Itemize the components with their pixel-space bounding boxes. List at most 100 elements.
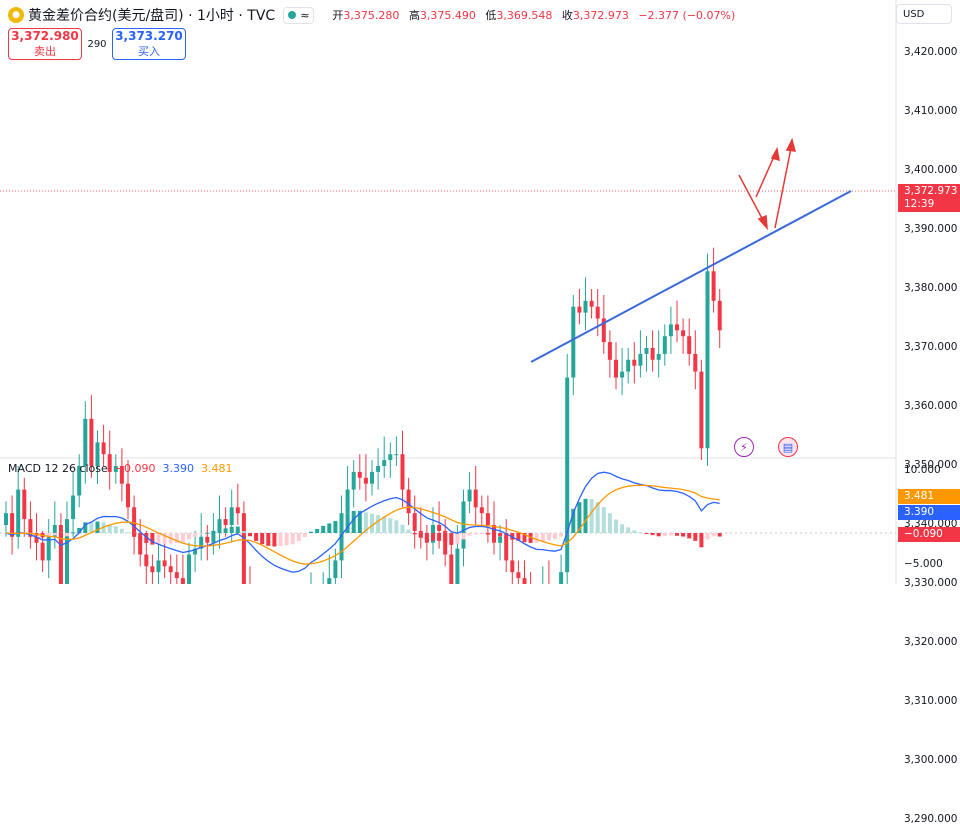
candle-body [229,507,234,525]
close-value: 3,372.973 [572,9,629,22]
high-value: 3,375.490 [419,9,476,22]
candle-body [437,525,442,531]
candle-body [620,371,625,378]
macd-hist-bar [388,518,393,533]
macd-tick-low: −5.000 [904,558,943,570]
macd-hist-bar [595,501,600,533]
candle-body [577,306,582,313]
macd-hist-tag: −0.090 [898,527,960,542]
macd-hist-bar [65,533,69,537]
price-tick: 3,400.000 [904,164,958,176]
arrow-up-head-2 [785,137,797,152]
macd-hist-bar [278,533,283,547]
arrow-up-path-1 [755,151,777,198]
macd-hist-bar [522,533,527,543]
price-tick: 3,410.000 [904,105,958,117]
macd-hist-bar [309,531,313,533]
candle-body [571,306,576,378]
candle-body [614,359,618,378]
candle-body [65,519,69,584]
candle-body [601,318,606,343]
macd-hist-bar [193,533,198,537]
macd-hist-bar [229,526,234,533]
currency-select[interactable]: USD [896,4,952,24]
macd-hist-bar [180,533,185,543]
macd-hist-bar [235,526,240,533]
macd-hist-bar [187,533,191,540]
open-value: 3,375.280 [343,9,400,22]
candle-body [449,554,454,584]
candle-body [205,536,210,543]
macd-hist-bar [620,524,625,533]
candle-body [400,454,405,490]
candle-body [675,324,679,331]
macd-legend[interactable]: MACD 12 26 close −0.090 3.390 3.481 [8,462,233,475]
macd-hist-bar [223,528,228,533]
candle-body [327,578,332,584]
macd-hist-bar [485,533,490,535]
trendline[interactable] [530,190,852,363]
candle-body [150,566,155,573]
macd-hist-bar [272,533,277,547]
macd-hist-bar [376,515,381,533]
candle-body [71,495,76,520]
arrow-up-path-2 [774,142,793,229]
candle-body [510,560,515,573]
candle-body [223,519,228,525]
macd-hist-bar [406,529,411,533]
macd-hist-bar [711,533,716,537]
macd-hist-bar [77,527,82,533]
candle-body [406,489,411,514]
price-tick: 3,350.000 [904,459,958,471]
market-status-icon[interactable]: ≈ [283,6,315,24]
macd-hist-bar [138,533,143,541]
candle-body [455,548,460,584]
macd-hist-bar [327,523,332,533]
macd-hist-bar [71,532,76,534]
candle-body [412,513,417,531]
macd-hist-bar [534,533,539,543]
lightning-event-icon[interactable]: ⚡ [734,437,754,457]
candlestick-series [4,247,722,584]
macd-hist-bar [58,533,63,540]
arrow-up-head-1 [770,146,780,162]
macd-hist-bar [351,510,356,533]
candle-body [4,513,8,525]
candle-body [132,507,137,537]
macd-hist-bar [528,533,533,543]
chart-canvas[interactable] [0,0,960,584]
candle-body [144,554,149,567]
macd-hist-bar [589,499,594,533]
candle-body [717,300,722,331]
macd-histogram [4,498,722,548]
candle-body [52,525,57,537]
buy-button[interactable]: 3,373.270 买入 [112,28,186,60]
candle-body [650,348,655,360]
us-flag-event-icon[interactable]: ▤ [778,437,798,457]
candle-body [662,336,667,354]
candle-body [370,471,374,484]
macd-hist-bar [174,533,179,543]
macd-hist-bar [302,533,307,538]
gold-coin-icon[interactable]: ● [8,7,24,23]
macd-hist-bar [370,513,374,533]
candle-body [241,513,246,584]
candle-body [693,353,698,372]
macd-hist-bar [687,533,692,539]
candle-body [199,536,204,549]
macd-hist-bar [400,524,405,533]
candle-body [174,572,179,579]
macd-hist-bar [479,533,484,535]
macd-hist-bar [241,531,246,533]
candle-body [34,536,39,543]
candle-body [156,560,161,573]
macd-hist-bar [449,533,454,545]
price-tick: 3,310.000 [904,695,958,707]
candle-body [193,548,198,555]
scenario-arrows[interactable] [738,137,797,231]
sell-button[interactable]: 3,372.980 卖出 [8,28,82,60]
candle-body [211,530,216,543]
macd-hist-bar [553,533,557,540]
symbol-title[interactable]: 黄金差价合约(美元/盘司) · 1小时 · TVC [28,8,276,24]
candle-body [388,454,393,461]
